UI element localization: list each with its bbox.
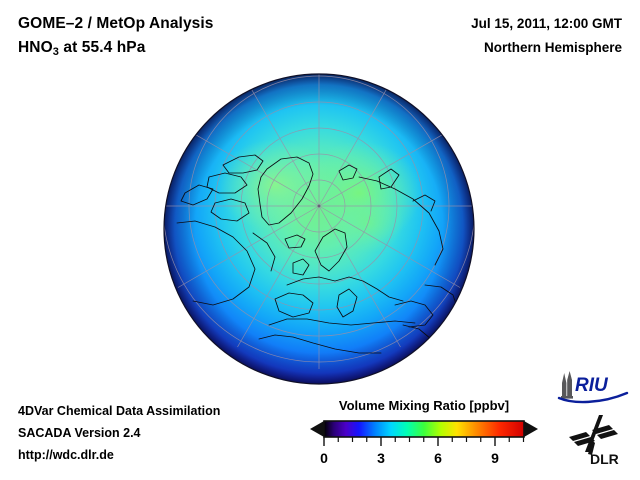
coastline-north-america	[176, 220, 256, 306]
dlr-logo: DLR	[566, 414, 624, 471]
coastline-europe-north	[286, 276, 404, 302]
coastline-central-asia	[424, 284, 458, 308]
analysis-title: GOME–2 / MetOp Analysis	[18, 15, 214, 32]
coastline-italy	[336, 288, 358, 318]
coastline-siberia-cape	[412, 194, 436, 212]
globe-svg	[163, 73, 475, 385]
credit-line-assimilation: 4DVar Chemical Data Assimilation	[18, 404, 221, 418]
coastline-africa-sahel	[258, 334, 382, 354]
coastline-novaya-zemlya	[378, 168, 400, 190]
colorbar-label-9: 9	[491, 450, 499, 466]
meridian-120e	[318, 205, 461, 288]
coastline-black-sea	[394, 300, 434, 328]
colorbar-label-3: 3	[377, 450, 385, 466]
riu-wordmark: RIU	[575, 375, 609, 396]
colorbar-gradient	[324, 421, 524, 437]
coastline-iberia	[274, 292, 314, 318]
hemisphere-label: Northern Hemisphere	[483, 40, 622, 55]
coastline-siberia-north	[358, 176, 444, 266]
globe-map	[163, 73, 475, 385]
coastline-svalbard	[338, 164, 358, 181]
colorbar-ticks	[323, 437, 525, 446]
north-pole-marker	[317, 204, 321, 208]
dlr-wordmark: DLR	[590, 451, 619, 466]
graticule	[164, 74, 474, 369]
coastline-arctic-canada-1	[222, 154, 264, 174]
colorbar-block: Volume Mixing Ratio [ppbv]	[308, 398, 548, 473]
dlr-star-icon	[569, 415, 618, 455]
globe-outline	[163, 73, 475, 385]
riu-spires-icon	[561, 371, 573, 399]
coastline-alaska	[180, 184, 214, 206]
colorbar-label-0: 0	[320, 450, 328, 466]
coastline-britain	[292, 258, 310, 276]
coastline-hudson-bay	[252, 232, 276, 272]
dlr-logo-svg: DLR	[569, 415, 619, 467]
colorbar-over-arrow	[524, 421, 538, 437]
riu-swoosh-icon	[557, 391, 629, 404]
header-title-block: GOME–2 / MetOp Analysis HNO3 at 55.4 hPa	[18, 12, 348, 61]
colorbar-tick-labels: 0 3 6 9	[320, 450, 499, 466]
riu-logo-svg: RIU	[557, 371, 629, 404]
species-pressure-title: HNO3 at 55.4 hPa	[18, 36, 348, 61]
colorbar-label-6: 6	[434, 450, 442, 466]
meridians	[164, 74, 474, 369]
credit-line-url[interactable]: http://wdc.dlr.de	[18, 448, 114, 462]
colorbar-under-arrow	[310, 421, 324, 437]
riu-logo: RIU	[557, 370, 629, 409]
species-label: HNO	[18, 39, 53, 56]
datetime-label: Jul 15, 2011, 12:00 GMT	[471, 16, 622, 31]
meridian-60e	[318, 124, 461, 207]
meridian-60w	[177, 124, 320, 207]
coastline-greenland	[257, 156, 314, 226]
credits-block: 4DVar Chemical Data Assimilation SACADA …	[18, 400, 220, 466]
credit-line-version: SACADA Version 2.4	[18, 426, 141, 440]
meridian-150e	[318, 205, 401, 348]
colorbar-title: Volume Mixing Ratio [ppbv]	[338, 398, 510, 413]
colorbar-svg: 0 3 6 9	[310, 420, 538, 466]
pressure-label: at 55.4 hPa	[58, 39, 146, 56]
coastline-north-africa	[268, 318, 416, 326]
species-subscript: 3	[52, 46, 59, 58]
coastline-baffin	[210, 198, 250, 222]
meridian-120w	[177, 205, 320, 288]
globe-field	[164, 74, 474, 384]
coastlines	[176, 154, 458, 354]
colorbar-minor-ticks	[337, 437, 525, 442]
coastline-iceland	[284, 234, 306, 249]
coastline-scandinavia	[314, 228, 348, 272]
header-meta-block: Jul 15, 2011, 12:00 GMT Northern Hemisph…	[471, 12, 622, 60]
meridian-150w	[237, 205, 320, 348]
